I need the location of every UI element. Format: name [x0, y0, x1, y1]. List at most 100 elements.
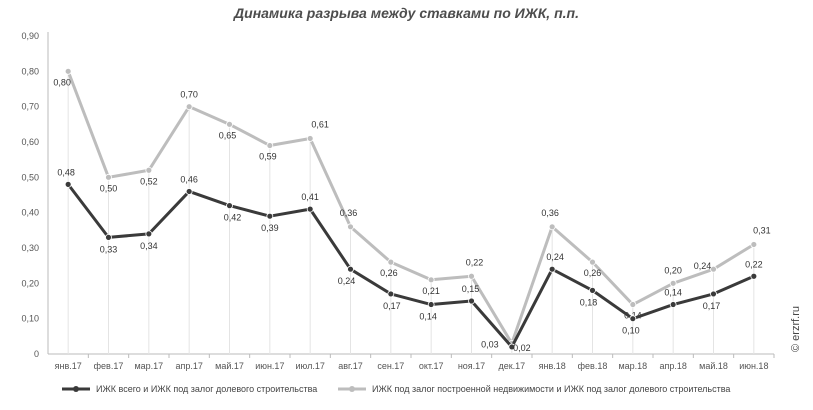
- series-2-point: [548, 223, 556, 231]
- series-2-data-label: 0,61: [311, 119, 329, 129]
- series-1-data-label: 0,14: [664, 288, 682, 298]
- series-1-point: [710, 290, 717, 298]
- x-tick-label: июн.18: [739, 361, 768, 371]
- series-2-data-label: 0,65: [219, 130, 237, 140]
- x-tick-labels: янв.17 фев.17 мар.17 апр.17 май.17 июн.17 июл.…: [55, 361, 769, 371]
- y-tick-label: 0,70: [21, 102, 39, 112]
- series-1-point: [266, 212, 274, 220]
- series-2-point: [145, 166, 153, 174]
- series-1-data-label: 0,14: [419, 312, 437, 322]
- y-tick-label: 0: [34, 349, 39, 359]
- series-2-data-label: 0,22: [466, 257, 484, 267]
- series-2-point: [306, 135, 314, 142]
- series-1-point: [589, 286, 596, 294]
- legend-label-1: ИЖК всего и ИЖК под залог долевого строи…: [96, 384, 317, 394]
- series-2-data-label: 0,59: [259, 152, 277, 162]
- series-2-data-label: 0,26: [584, 268, 602, 278]
- x-tick-label: янв.18: [539, 361, 566, 371]
- series-1-point: [145, 230, 153, 238]
- series-1-data-label: 0,33: [100, 244, 118, 254]
- series-1-point: [427, 301, 435, 308]
- series-1-data-label: 0,41: [301, 192, 319, 202]
- y-tick-label: 0,10: [21, 314, 39, 324]
- series-2-data-label: 0,31: [753, 225, 771, 235]
- series-2-point: [427, 276, 435, 284]
- series-2-data-label: 0,36: [541, 208, 559, 218]
- series-1-point: [629, 315, 637, 323]
- x-tick-label: фев.18: [578, 361, 608, 371]
- series-1-data-label: 0,18: [580, 297, 598, 307]
- series-1-point: [508, 343, 516, 351]
- x-tick-label: апр.18: [659, 361, 686, 371]
- legend-marker-1: [73, 386, 79, 392]
- series-1-data-label: 0,48: [57, 167, 75, 177]
- series-2-point: [468, 272, 475, 280]
- series-1-point: [669, 301, 677, 308]
- x-tick-label: апр.17: [175, 361, 202, 371]
- legend-marker-2: [349, 386, 355, 392]
- legend: ИЖК всего и ИЖК под залог долевого строи…: [62, 384, 730, 394]
- y-tick-label: 0,40: [21, 208, 39, 218]
- series-2-data-label: 0,20: [664, 265, 682, 275]
- x-tick-label: мар.18: [618, 361, 647, 371]
- series-line-1: [66, 183, 755, 349]
- x-tick-label: июн.17: [255, 361, 284, 371]
- series-1-data-label: 0,39: [261, 223, 279, 233]
- series-2-point: [750, 241, 758, 248]
- series-1-point: [306, 205, 314, 213]
- series-1-point: [226, 202, 233, 210]
- x-tick-label: мар.17: [134, 361, 163, 371]
- series-1-data-label: 0,46: [180, 174, 198, 184]
- series-1-data-label: 0,15: [462, 284, 480, 294]
- series-2-data-label: 0,36: [340, 208, 358, 218]
- series-layer: 0,80 0,50 0,52 0,70 0,65 0,59 0,61 0,36 0,26 0,21…: [53, 67, 771, 353]
- series-1-data-label: 0,42: [224, 213, 242, 223]
- series-1-data-label: 0,17: [703, 301, 721, 311]
- series-2-data-label: 0,03: [481, 339, 499, 349]
- series-2-point: [226, 120, 233, 128]
- y-tick-label: 0,80: [21, 66, 39, 76]
- series-1-point: [548, 265, 556, 273]
- series-1-data-label: 0,22: [745, 259, 763, 269]
- series-2-point: [669, 279, 677, 287]
- x-tick-label: фев.17: [94, 361, 124, 371]
- series-2-data-label: 0,26: [380, 268, 398, 278]
- series-2-point: [185, 103, 193, 111]
- series-2-point: [266, 142, 274, 149]
- series-2-data-label: 0,21: [422, 286, 440, 296]
- x-tick-label: сен.17: [377, 361, 404, 371]
- series-2-point: [710, 265, 717, 273]
- series-2-data-label: 0,52: [140, 176, 158, 186]
- series-1-point: [347, 265, 354, 273]
- series-2-data-label: 0,80: [53, 77, 71, 87]
- series-2-data-label: 0,70: [180, 90, 198, 100]
- series-1-point: [750, 272, 758, 280]
- x-tick-label: июл.17: [295, 361, 324, 371]
- series-1-data-label: 0,24: [338, 276, 356, 286]
- axes: [47, 32, 775, 358]
- series-2-point: [105, 173, 112, 181]
- x-tick-label: дек.17: [498, 361, 525, 371]
- series-1-data-label: 0,10: [622, 326, 640, 336]
- series-1-point: [468, 297, 475, 305]
- series-2-point: [64, 67, 72, 75]
- series-2-point: [589, 258, 596, 266]
- x-tick-label: май.18: [699, 361, 728, 371]
- x-tick-label: окт.17: [419, 361, 444, 371]
- series-1-point: [64, 180, 72, 188]
- y-tick-label: 0,30: [21, 243, 39, 253]
- series-1-point: [387, 290, 395, 298]
- x-tick-label: ноя.17: [458, 361, 485, 371]
- series-2-point: [347, 223, 354, 231]
- y-tick-label: 0,90: [21, 31, 39, 41]
- series-1-data-label: 0,34: [140, 241, 158, 251]
- series-2-data-label: 0,24: [694, 261, 712, 271]
- series-1-data-label: 0,24: [546, 252, 564, 262]
- x-tick-label: авг.17: [338, 361, 362, 371]
- series-line-2: [66, 70, 755, 345]
- series-1-data-label: 0,17: [383, 301, 401, 311]
- y-tick-label: 0,20: [21, 278, 39, 288]
- y-tick-label: 0,60: [21, 137, 39, 147]
- chart-title: Динамика разрыва между ставками по ИЖК, …: [234, 5, 579, 21]
